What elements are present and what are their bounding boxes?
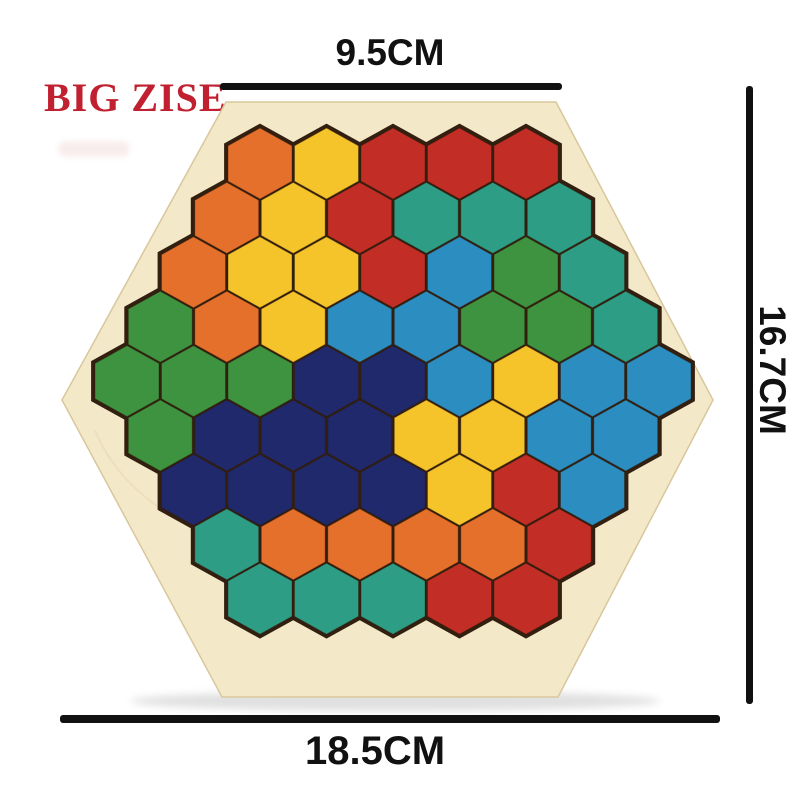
puzzle-piece-blue [427, 236, 492, 309]
puzzle-pieces [94, 127, 692, 635]
dimension-label-bottom: 18.5CM [304, 729, 446, 773]
puzzle-piece-green [127, 399, 193, 472]
dimension-line-top [220, 83, 562, 90]
puzzle-piece-yellow [227, 236, 293, 309]
puzzle-piece-orange [460, 508, 526, 581]
puzzle-piece-teal [460, 181, 526, 254]
puzzle-piece-green [161, 345, 226, 418]
dimension-line-right [746, 86, 753, 704]
puzzle-piece-red [493, 562, 559, 635]
puzzle-piece-red [427, 562, 492, 635]
brand-logo: BIG ZISE [44, 75, 227, 120]
puzzle-piece-blue [560, 453, 625, 526]
puzzle-piece-orange [194, 290, 260, 363]
puzzle-piece-navy [161, 453, 226, 526]
puzzle-piece-green [127, 290, 193, 363]
dimension-label-top: 9.5CM [335, 32, 445, 73]
puzzle-piece-teal [393, 181, 459, 254]
puzzle-piece-orange [260, 508, 326, 581]
puzzle-piece-teal [194, 508, 260, 581]
puzzle-piece-green [94, 345, 160, 418]
puzzle-piece-orange [393, 508, 459, 581]
puzzle-piece-teal [294, 562, 359, 635]
puzzle-piece-green [227, 345, 293, 418]
puzzle-piece-navy [294, 453, 359, 526]
puzzle-piece-red [526, 508, 592, 581]
puzzle-piece-yellow [393, 399, 459, 472]
puzzle-piece-red [427, 127, 492, 200]
puzzle-piece-navy [360, 345, 426, 418]
puzzle-piece-blue [327, 290, 393, 363]
puzzle-piece-green [493, 236, 559, 309]
puzzle-piece-orange [327, 508, 393, 581]
puzzle-piece-red [360, 127, 426, 200]
puzzle-piece-green [526, 290, 592, 363]
puzzle-piece-teal [360, 562, 426, 635]
puzzle-piece-navy [327, 399, 393, 472]
watermark-smudge [58, 141, 130, 157]
puzzle-piece-teal [227, 562, 293, 635]
puzzle-piece-orange [161, 236, 226, 309]
puzzle-piece-yellow [260, 290, 326, 363]
puzzle-piece-navy [227, 453, 293, 526]
puzzle-piece-blue [393, 290, 459, 363]
puzzle-piece-red [493, 453, 559, 526]
puzzle-piece-yellow [294, 236, 359, 309]
puzzle-piece-orange [227, 127, 293, 200]
puzzle-piece-blue [593, 399, 659, 472]
puzzle-piece-navy [194, 399, 260, 472]
puzzle-piece-red [360, 236, 426, 309]
puzzle-piece-blue [526, 399, 592, 472]
puzzle-piece-navy [260, 399, 326, 472]
puzzle-piece-blue [427, 345, 492, 418]
puzzle-piece-orange [194, 181, 260, 254]
puzzle-piece-yellow [460, 399, 526, 472]
puzzle-piece-yellow [427, 453, 492, 526]
puzzle-piece-yellow [294, 127, 359, 200]
puzzle-piece-teal [593, 290, 659, 363]
puzzle-piece-green [460, 290, 526, 363]
puzzle-piece-yellow [493, 345, 559, 418]
puzzle-piece-teal [526, 181, 592, 254]
puzzle-piece-red [493, 127, 559, 200]
puzzle-piece-blue [626, 345, 692, 418]
dimension-line-bottom [60, 715, 720, 723]
puzzle-piece-teal [560, 236, 625, 309]
puzzle-piece-navy [294, 345, 359, 418]
puzzle-piece-blue [560, 345, 625, 418]
puzzle-piece-yellow [260, 181, 326, 254]
puzzle-piece-navy [360, 453, 426, 526]
puzzle-piece-red [327, 181, 393, 254]
